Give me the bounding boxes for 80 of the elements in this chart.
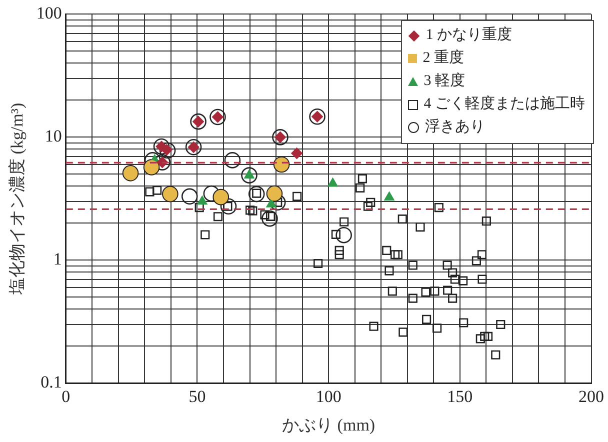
x-tick-label: 50 — [188, 386, 206, 406]
x-tick-label: 0 — [62, 386, 70, 406]
point — [334, 250, 344, 260]
point — [450, 274, 460, 284]
point — [358, 174, 367, 184]
point — [260, 210, 270, 220]
point — [145, 187, 154, 196]
point — [152, 186, 162, 195]
point — [398, 328, 408, 337]
x-axis-title: かぶり (mm) — [282, 415, 376, 434]
point — [478, 274, 487, 284]
point — [480, 332, 490, 341]
point — [408, 294, 418, 303]
point — [442, 260, 452, 270]
point — [262, 210, 278, 227]
point — [200, 230, 210, 240]
point — [194, 203, 204, 212]
y-tick-label: 1 — [53, 250, 62, 269]
x-tick-label: 100 — [316, 386, 342, 406]
point — [388, 286, 397, 296]
y-tick-label: 10 — [44, 126, 62, 146]
point — [248, 186, 265, 202]
point — [291, 148, 302, 159]
point — [384, 192, 394, 201]
legend-label: 3 軽度 — [424, 73, 465, 89]
point — [398, 214, 407, 224]
point — [472, 256, 481, 266]
point — [421, 288, 430, 297]
point — [448, 268, 458, 278]
point — [314, 258, 323, 268]
point — [203, 185, 220, 202]
x-tick-label: 150 — [447, 386, 473, 406]
point — [213, 212, 223, 222]
point — [496, 320, 506, 330]
point — [340, 217, 349, 226]
y-axis-title: 塩化物イオン濃度 (kg/m³) — [8, 102, 27, 296]
point — [482, 216, 491, 226]
x-tick-label: 200 — [578, 386, 604, 406]
point — [422, 314, 432, 324]
point — [336, 226, 352, 244]
point — [181, 188, 198, 205]
point — [408, 260, 418, 270]
point — [382, 246, 392, 255]
point — [197, 196, 208, 205]
point — [220, 198, 237, 215]
point — [483, 332, 493, 341]
point — [266, 198, 276, 208]
point — [292, 192, 302, 201]
point — [384, 266, 394, 276]
y-tick-label: 100 — [36, 4, 62, 23]
point — [369, 322, 378, 331]
legend-label: 1 かなり重度 — [426, 27, 512, 43]
point — [491, 350, 500, 360]
point — [334, 246, 344, 255]
y-tick-label: 0.1 — [40, 372, 62, 392]
point — [434, 203, 444, 212]
point — [477, 250, 487, 260]
point — [459, 318, 468, 328]
point — [430, 286, 440, 296]
point — [363, 202, 373, 211]
legend-label: 2 重度 — [422, 50, 464, 66]
point — [224, 152, 241, 168]
point — [448, 294, 458, 303]
point — [328, 178, 338, 187]
point — [248, 206, 258, 216]
point — [245, 206, 255, 215]
legend-label: 4 ごく軽度または施工時 — [424, 96, 585, 112]
point — [476, 334, 485, 344]
point — [331, 230, 340, 239]
point — [443, 286, 452, 295]
point — [241, 167, 258, 184]
point — [159, 142, 176, 159]
point — [458, 276, 468, 286]
legend-label: 浮きあり — [424, 119, 485, 135]
point — [356, 183, 365, 192]
point — [366, 198, 376, 207]
point — [390, 250, 400, 260]
point — [393, 250, 402, 260]
point — [416, 222, 425, 232]
point — [432, 324, 442, 333]
